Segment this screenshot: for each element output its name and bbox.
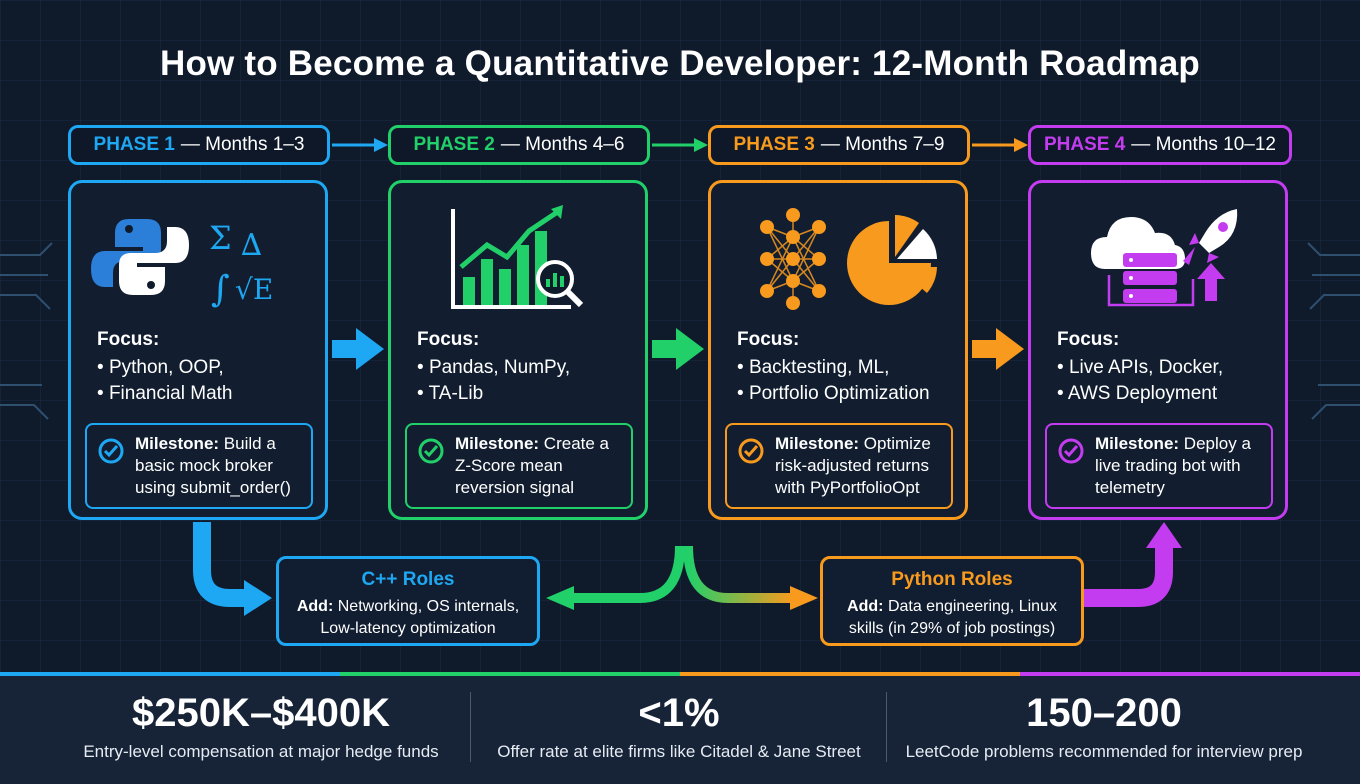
stat-compensation: $250K–$400K Entry-level compensation at … — [60, 688, 462, 762]
cpp-roles-text: Add: Networking, OS internals, Low-laten… — [279, 596, 537, 640]
python-add-label: Add: — [847, 598, 884, 615]
phase-4-focus-list: Live APIs, Docker, AWS Deployment — [1057, 355, 1223, 407]
list-item: Backtesting, ML, — [737, 355, 930, 381]
cpp-line-1: Networking, OS internals, — [337, 598, 520, 615]
milestone-label: Milestone: — [455, 434, 540, 453]
cpp-line-2: Low-latency optimization — [320, 620, 496, 637]
python-roles-text: Add: Data engineering, Linux skills (in … — [823, 596, 1081, 640]
check-circle-icon — [738, 438, 764, 464]
stats-accent-1 — [0, 672, 340, 676]
cloud-server-rocket-icon — [1031, 197, 1285, 317]
stat-label: Offer rate at elite firms like Citadel &… — [497, 742, 861, 761]
phase-3-milestone: Milestone: Optimize risk-adjusted return… — [725, 423, 953, 509]
phase-3-focus-title: Focus: — [737, 329, 800, 350]
phase-1-milestone: Milestone: Build a basic mock broker usi… — [85, 423, 313, 509]
phase-2-milestone: Milestone: Create a Z-Score mean reversi… — [405, 423, 633, 509]
stat-label: Entry-level compensation at major hedge … — [83, 742, 439, 761]
box-arrow-2-3 — [652, 328, 704, 370]
chart-magnifier-icon — [391, 197, 645, 317]
python-math-icon: Σ ∆ ∫ √E — [71, 197, 325, 317]
milestone-text: Build a basic mock broker using submit_o… — [135, 434, 291, 497]
cpp-roles-box: C++ Roles Add: Networking, OS internals,… — [276, 556, 540, 646]
stat-label: LeetCode problems recommended for interv… — [905, 742, 1303, 761]
box-arrow-3-4 — [972, 328, 1024, 370]
arrow-python-to-phase4 — [1084, 522, 1182, 607]
phase-3-card: Focus: Backtesting, ML, Portfolio Optimi… — [708, 180, 968, 520]
phase-1-number: PHASE 1 — [93, 134, 175, 155]
arrow-phase1-to-cpp — [193, 522, 272, 616]
list-item: Portfolio Optimization — [737, 381, 930, 407]
arrow-split-roles — [546, 545, 818, 610]
python-line-2: skills (in 29% of job postings) — [848, 620, 1056, 637]
stats-accent-4 — [1020, 672, 1360, 676]
phase-2-number: PHASE 2 — [413, 134, 495, 155]
phase-3-focus-list: Backtesting, ML, Portfolio Optimization — [737, 355, 930, 407]
stat-offer-rate: <1% Offer rate at elite firms like Citad… — [478, 688, 880, 762]
phase-2-card: Focus: Pandas, NumPy, TA-Lib Milestone: … — [388, 180, 648, 520]
milestone-label: Milestone: — [1095, 434, 1180, 453]
box-arrow-1-2 — [332, 328, 384, 370]
phase-3-label: PHASE 3 — Months 7–9 — [708, 125, 970, 165]
phase-1-months: — Months 1–3 — [180, 134, 305, 155]
milestone-label: Milestone: — [135, 434, 220, 453]
phase-4-number: PHASE 4 — [1043, 134, 1126, 155]
phase-1-card: Σ ∆ ∫ √E Focus: Python, OOP, Financial M… — [68, 180, 328, 520]
milestone-text: Optimize risk-adjusted returns with PyPo… — [775, 434, 931, 497]
milestone-label: Milestone: — [775, 434, 860, 453]
phase-2-label: PHASE 2 — Months 4–6 — [388, 125, 650, 165]
python-line-1: Data engineering, Linux — [887, 598, 1057, 615]
stats-bar: $250K–$400K Entry-level compensation at … — [0, 672, 1360, 784]
header-arrow-2-3 — [652, 138, 708, 152]
list-item: AWS Deployment — [1057, 381, 1223, 407]
stat-divider — [470, 692, 471, 762]
stat-leetcode: 150–200 LeetCode problems recommended fo… — [894, 688, 1314, 762]
phase-4-focus-title: Focus: — [1057, 329, 1120, 350]
cpp-add-label: Add: — [296, 598, 334, 615]
phase-1-focus-title: Focus: — [97, 329, 160, 350]
header-arrow-3-4 — [972, 138, 1028, 152]
svg-text:√E: √E — [235, 273, 273, 306]
python-roles-box: Python Roles Add: Data engineering, Linu… — [820, 556, 1084, 646]
neural-net-pie-icon — [711, 197, 965, 317]
phase-1-label: PHASE 1 — Months 1–3 — [68, 125, 330, 165]
milestone-text: Create a Z-Score mean reversion signal — [455, 434, 609, 497]
phase-4-milestone: Milestone: Deploy a live trading bot wit… — [1045, 423, 1273, 509]
check-circle-icon — [1058, 438, 1084, 464]
phase-4-label: PHASE 4 — Months 10–12 — [1028, 125, 1292, 165]
phase-4-card: Focus: Live APIs, Docker, AWS Deployment… — [1028, 180, 1288, 520]
svg-text:∫: ∫ — [211, 269, 230, 310]
milestone-text: Deploy a live trading bot with telemetry — [1095, 434, 1251, 497]
python-roles-title: Python Roles — [891, 569, 1013, 590]
phase-3-number: PHASE 3 — [733, 134, 815, 155]
phase-4-months: — Months 10–12 — [1131, 134, 1276, 155]
header-arrow-1-2 — [332, 138, 388, 152]
stats-accent-3 — [680, 672, 1020, 676]
check-circle-icon — [418, 438, 444, 464]
stats-accent-2 — [340, 672, 680, 676]
phase-3-months: — Months 7–9 — [820, 134, 945, 155]
cpp-roles-title: C++ Roles — [361, 569, 455, 590]
page-title: How to Become a Quantitative Developer: … — [160, 44, 1200, 83]
phase-2-months: — Months 4–6 — [500, 134, 625, 155]
phase-1-focus-list: Python, OOP, Financial Math — [97, 355, 233, 407]
svg-text:∆: ∆ — [241, 228, 262, 263]
phase-2-focus-list: Pandas, NumPy, TA-Lib — [417, 355, 571, 407]
stat-value: 150–200 — [1026, 691, 1182, 735]
list-item: Financial Math — [97, 381, 233, 407]
stat-value: $250K–$400K — [132, 691, 390, 735]
stat-divider — [886, 692, 887, 762]
check-circle-icon — [98, 438, 124, 464]
list-item: Pandas, NumPy, — [417, 355, 570, 381]
stat-value: <1% — [638, 691, 720, 735]
list-item: Python, OOP, — [97, 355, 233, 381]
list-item: Live APIs, Docker, — [1057, 355, 1223, 381]
list-item: TA-Lib — [417, 381, 570, 407]
svg-text:Σ: Σ — [209, 219, 232, 257]
phase-2-focus-title: Focus: — [417, 329, 480, 350]
